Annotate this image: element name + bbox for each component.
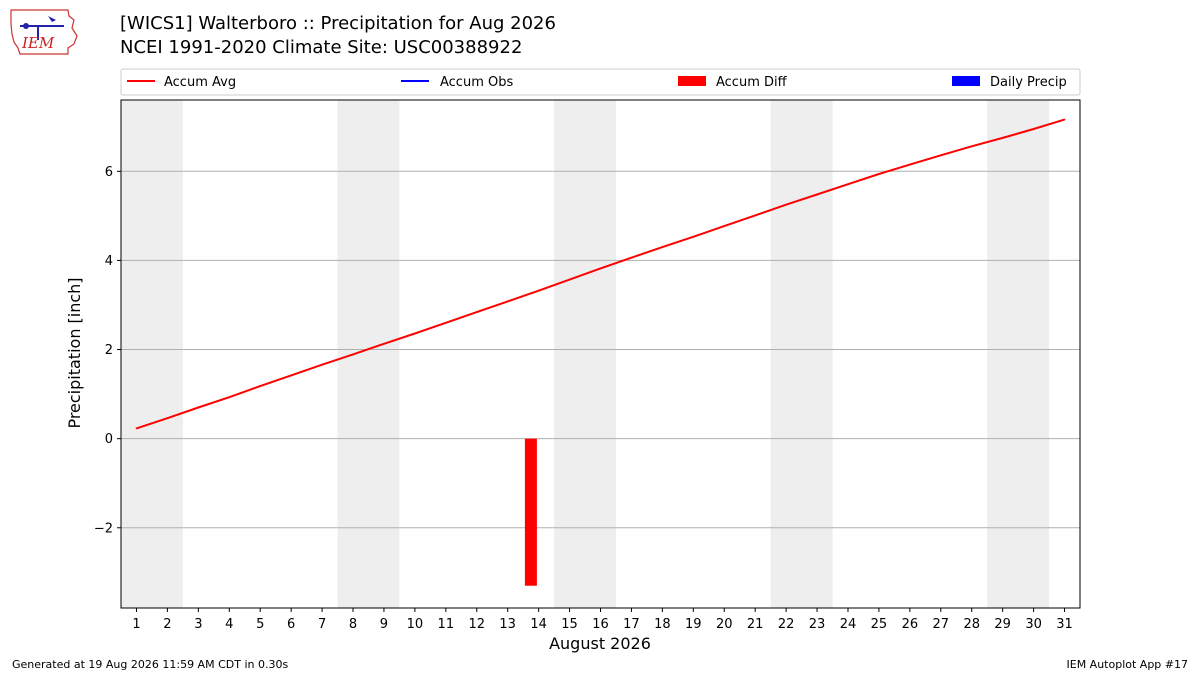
accum-avg-point — [414, 332, 416, 335]
x-tick-label: 8 — [349, 617, 357, 632]
accum-avg-point — [630, 256, 633, 259]
x-tick-label: 3 — [194, 617, 202, 632]
accum-diff-bars — [524, 438, 537, 586]
accum-avg-point — [135, 427, 138, 430]
y-tick-label: −2 — [94, 521, 113, 536]
accum-avg-point — [785, 203, 787, 206]
weekend-band — [987, 100, 1050, 608]
accum-avg-point — [970, 145, 973, 148]
x-tick-label: 7 — [318, 617, 326, 632]
accum-avg-point — [445, 322, 447, 324]
x-tick-label: 17 — [623, 617, 640, 632]
x-tick-label: 28 — [963, 617, 980, 632]
accum-avg-point — [939, 154, 942, 157]
accum-avg-point — [166, 417, 169, 419]
accum-avg-point — [228, 396, 231, 399]
x-tick-label: 13 — [499, 617, 516, 632]
accum-avg-point — [321, 363, 323, 366]
iem-logo: IEM — [10, 9, 78, 55]
x-tick-label: 11 — [438, 617, 455, 632]
accum-avg-point — [537, 289, 540, 292]
y-tick-label: 6 — [105, 165, 113, 180]
x-tick-label: 20 — [716, 617, 733, 632]
x-tick-label: 25 — [871, 617, 888, 632]
accum-avg-point — [259, 385, 262, 387]
weekend-band — [770, 100, 833, 608]
x-axis-title: August 2026 — [549, 634, 651, 653]
chart-title: [WICS1] Walterboro :: Precipitation for … — [120, 13, 556, 34]
x-tick-label: 26 — [902, 617, 919, 632]
accum-avg-point — [475, 311, 478, 313]
weekend-band — [554, 100, 616, 608]
x-tick-label: 22 — [778, 617, 795, 632]
accum-avg-point — [383, 342, 385, 345]
x-tick-label: 30 — [1025, 617, 1042, 632]
legend-swatch-daily-precip — [952, 76, 980, 86]
accum-avg-point — [1063, 118, 1066, 121]
x-tick-label: 2 — [163, 617, 171, 632]
legend: Accum Avg Accum Obs Accum Diff Daily Pre… — [120, 68, 1081, 96]
accum-avg-point — [661, 246, 664, 248]
legend-label-accum-obs: Accum Obs — [440, 75, 513, 90]
x-tick-label: 21 — [747, 617, 764, 632]
accum-avg-point — [197, 406, 200, 409]
y-tick-label: 0 — [105, 432, 113, 447]
x-tick-label: 31 — [1056, 617, 1073, 632]
x-tick-label: 1 — [132, 617, 140, 632]
accum-avg-point — [754, 214, 756, 217]
weekend-shading — [121, 100, 1050, 608]
accum-avg-point — [506, 300, 509, 303]
x-tick-label: 9 — [380, 617, 388, 632]
x-tick-label: 14 — [530, 617, 547, 632]
legend-label-accum-avg: Accum Avg — [164, 75, 236, 90]
x-axis-ticks: 1 2 3 4 5 6 7 8 9 10 11 12 13 14 15 16 17 18 19 20 21 22 23 24 2… — [132, 608, 1073, 632]
accum-avg-point — [909, 163, 911, 166]
autoplot-app-label: IEM Autoplot App #17 — [1066, 658, 1189, 671]
x-tick-label: 4 — [225, 617, 233, 632]
accum-avg-point — [723, 225, 726, 227]
generated-timestamp: Generated at 19 Aug 2026 11:59 AM CDT in… — [12, 658, 289, 671]
accum-avg-point — [878, 173, 880, 175]
accum-avg-point — [568, 278, 571, 281]
accum-avg-point — [352, 353, 354, 356]
accum-avg-point — [847, 183, 849, 186]
accum-diff-bar — [524, 438, 537, 586]
x-tick-label: 18 — [654, 617, 671, 632]
accum-avg-point — [816, 193, 818, 196]
x-tick-label: 12 — [468, 617, 485, 632]
accum-avg-point — [692, 236, 695, 238]
x-tick-label: 27 — [933, 617, 950, 632]
x-tick-label: 6 — [287, 617, 295, 632]
y-tick-label: 4 — [105, 254, 113, 269]
legend-swatch-accum-diff — [678, 76, 706, 86]
x-tick-label: 23 — [809, 617, 826, 632]
x-tick-label: 19 — [685, 617, 702, 632]
svg-text:IEM: IEM — [21, 34, 55, 52]
y-axis-title: Precipitation [inch] — [65, 277, 84, 428]
y-tick-label: 2 — [105, 343, 113, 358]
x-tick-label: 5 — [256, 617, 264, 632]
x-tick-label: 16 — [592, 617, 609, 632]
accum-avg-point — [599, 267, 602, 270]
x-tick-label: 29 — [994, 617, 1011, 632]
accum-avg-point — [290, 374, 292, 377]
x-tick-label: 10 — [407, 617, 424, 632]
y-gridlines — [121, 170, 1080, 529]
chart-subtitle: NCEI 1991-2020 Climate Site: USC00388922 — [120, 37, 523, 58]
accum-avg-point — [1032, 128, 1035, 130]
accum-avg-line-group — [135, 118, 1066, 430]
y-axis-ticks: −2 0 2 4 6 — [94, 165, 121, 536]
weekend-band — [337, 100, 400, 608]
x-tick-label: 24 — [840, 617, 857, 632]
x-tick-label: 15 — [561, 617, 578, 632]
weekend-band — [121, 100, 183, 608]
legend-label-accum-diff: Accum Diff — [716, 75, 788, 90]
accum-avg-point — [1001, 137, 1004, 139]
legend-label-daily-precip: Daily Precip — [990, 75, 1067, 90]
